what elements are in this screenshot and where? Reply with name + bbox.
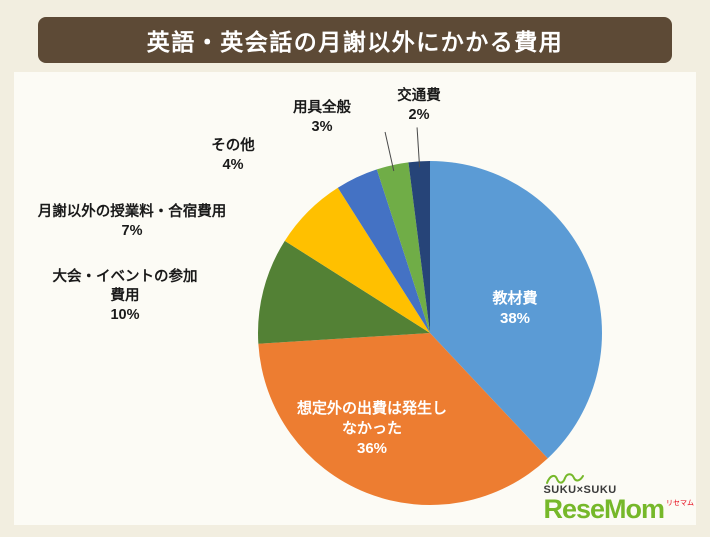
pie-slice-5 xyxy=(376,162,430,333)
squiggle-icon xyxy=(546,473,585,484)
slice-percent: 36% xyxy=(356,439,388,457)
slice-percent: 10% xyxy=(110,307,140,324)
pie-slice-1 xyxy=(258,333,548,505)
slice-name: その他 xyxy=(211,138,255,154)
logo-brand-name: ReseMom xyxy=(543,494,665,524)
slice-label-sonota: その他 4% xyxy=(193,137,273,175)
logo-row: ReseMom リセマム xyxy=(543,496,694,523)
logo-top-text: SUKU×SUKU xyxy=(543,484,617,496)
slice-percent: 3% xyxy=(311,119,333,136)
slice-percent: 2% xyxy=(408,107,430,124)
slice-name: 大会・イベントの参加費用 xyxy=(52,269,198,305)
chart-title: 英語・英会話の月謝以外にかかる費用 xyxy=(146,29,564,55)
pie-slice-2 xyxy=(258,240,430,344)
slice-label-koutsuuhi: 交通費 2% xyxy=(383,87,455,125)
slice-label-souteigai: 想定外の出費は発生しなかった 36% xyxy=(293,399,451,458)
slice-percent: 4% xyxy=(222,157,244,174)
leader-line-6 xyxy=(416,127,421,168)
slice-percent: 38% xyxy=(499,309,531,327)
slice-label-taikai-event: 大会・イベントの参加費用 10% xyxy=(48,268,202,325)
logo-brand-kana: リセマム xyxy=(666,500,694,507)
slice-name: 想定外の出費は発生しなかった xyxy=(296,400,447,437)
leader-line-5 xyxy=(384,131,395,172)
slice-name: 月謝以外の授業料・合宿費用 xyxy=(37,204,227,220)
pie-slice-3 xyxy=(284,187,430,333)
slice-label-yougu: 用具全般 3% xyxy=(282,99,362,137)
slice-name: 用具全般 xyxy=(293,100,351,116)
title-bar: 英語・英会話の月謝以外にかかる費用 xyxy=(38,17,672,63)
pie-slice-6 xyxy=(408,161,430,333)
slice-label-kyozaihi: 教材費 38% xyxy=(450,289,580,329)
slice-name: 交通費 xyxy=(397,88,441,104)
slice-label-gessha-igai: 月謝以外の授業料・合宿費用 7% xyxy=(24,203,240,241)
slice-percent: 7% xyxy=(121,223,143,240)
sukusuku-resemom-logo: SUKU×SUKU ReseMom リセマム xyxy=(543,472,694,523)
slice-name: 教材費 xyxy=(492,290,538,307)
pie-slice-0 xyxy=(430,161,602,459)
pie-slice-4 xyxy=(337,169,430,333)
